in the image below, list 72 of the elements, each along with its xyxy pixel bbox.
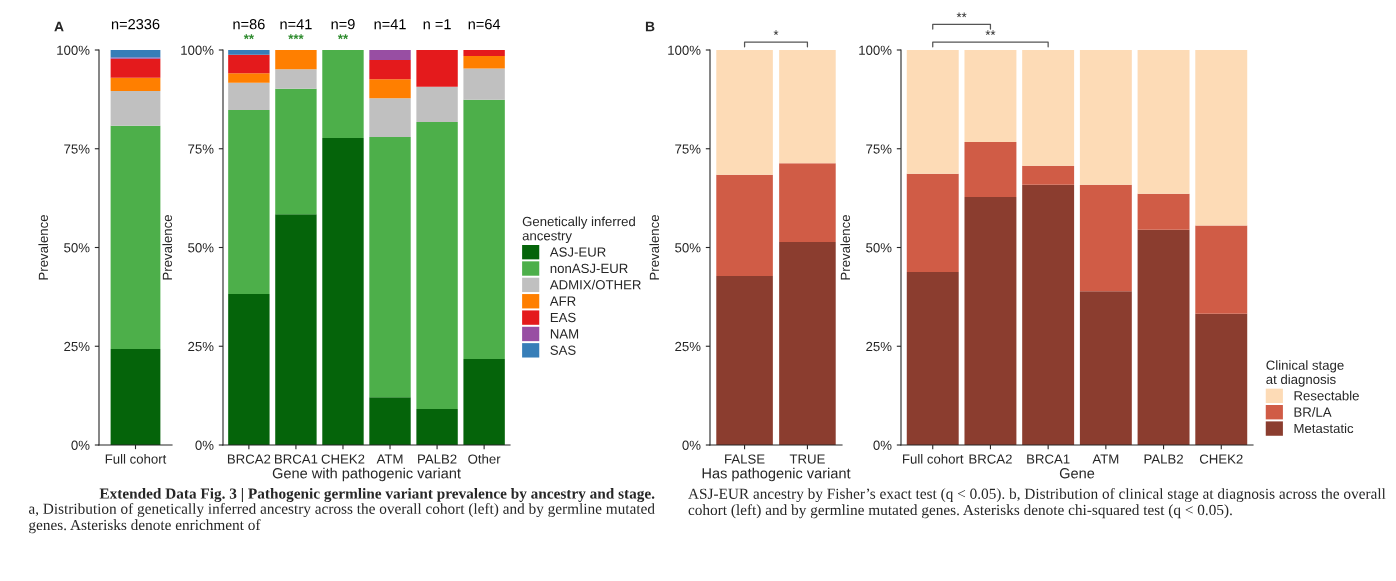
text: ** — [956, 12, 967, 18]
y-axis-title: Prevalence — [840, 215, 851, 280]
x-tick-label: Full cohort — [105, 454, 167, 464]
text: n=41 — [280, 19, 312, 30]
y-tick-label: 100% — [57, 45, 90, 55]
text: *** — [288, 34, 304, 40]
y-tick-label: 50% — [675, 243, 701, 253]
x-tick-label: CHEK2 — [321, 454, 365, 464]
legend-label: SAS — [550, 345, 576, 355]
text: n=2336 — [111, 19, 160, 30]
text: ** — [337, 34, 349, 40]
x-axis-title: Gene with pathogenic variant — [272, 467, 461, 482]
y-axis-title: Prevalence — [649, 215, 660, 280]
text: n=86 — [233, 19, 265, 30]
y-tick-label: 50% — [64, 243, 90, 253]
x-tick-label: BRCA1 — [1027, 454, 1070, 464]
legend-label: ASJ-EUR — [549, 247, 606, 257]
x-tick-label: PALB2 — [1144, 454, 1183, 464]
x-tick-label: ATM — [1092, 454, 1119, 464]
text: n=64 — [468, 19, 501, 30]
legend-title: Genetically inferred ancestry — [522, 216, 635, 243]
x-tick-label: CHEK2 — [1199, 454, 1243, 464]
text: * — [773, 30, 779, 35]
y-tick-label: 75% — [866, 144, 892, 154]
x-tick-label: Other — [468, 454, 501, 464]
text: ** — [985, 30, 996, 35]
x-axis-title: Has pathogenic variant — [702, 467, 851, 482]
y-tick-label: 100% — [859, 45, 892, 55]
text: B — [645, 21, 655, 32]
legend-label: Metastatic — [1294, 423, 1354, 434]
y-tick-label: 25% — [64, 341, 90, 352]
x-tick-label: BRCA2 — [227, 454, 271, 464]
text: A — [54, 21, 64, 32]
x-tick-label: TRUE — [789, 454, 825, 464]
legend-title: Clinical stage at diagnosis — [1266, 360, 1344, 387]
y-tick-label: 75% — [675, 144, 701, 154]
y-tick-label: 75% — [188, 144, 214, 154]
text: n=9 — [331, 19, 355, 30]
y-tick-label: 50% — [188, 243, 214, 253]
legend-label: BR/LA — [1294, 407, 1332, 417]
y-tick-label: 25% — [866, 341, 892, 352]
y-axis-title: Prevalence — [162, 215, 173, 280]
y-tick-label: 0% — [682, 440, 701, 450]
x-tick-label: PALB2 — [418, 454, 457, 464]
legend-label: NAM — [550, 329, 579, 339]
x-tick-label: BRCA1 — [275, 454, 318, 464]
x-axis-title: Gene — [1059, 468, 1095, 479]
text: n =1 — [423, 19, 451, 30]
x-tick-label: ATM — [376, 454, 403, 464]
legend-label: EAS — [550, 312, 576, 323]
legend-label: nonASJ-EUR — [550, 263, 628, 274]
legend-label: AFR — [549, 296, 576, 306]
y-tick-label: 100% — [181, 45, 214, 55]
y-tick-label: 0% — [195, 440, 214, 450]
x-tick-label: Full cohort — [903, 454, 964, 464]
text: Extended Data Fig. 3 | Pathogenic germline variant prevalence by ancestry and stage. — [99, 488, 655, 502]
y-tick-label: 25% — [188, 341, 214, 352]
y-tick-label: 100% — [668, 45, 701, 55]
x-tick-label: FALSE — [725, 454, 765, 464]
y-tick-label: 25% — [675, 341, 701, 352]
y-axis-title: Prevalence — [38, 215, 49, 280]
y-tick-label: 75% — [64, 144, 90, 154]
y-tick-label: 0% — [71, 440, 90, 450]
text: ASJ-EUR ancestry by Fisher’s exact test (q < 0.05). b, Distribution of clinical stage at diagnosis across the overall cohort (left) and by germline mutated genes. Asterisks denote chi-squared test (q < 0.05). — [688, 488, 1386, 519]
text: a, Distribution of genetically inferred ancestry across the overall cohort (left) and by germline mutated genes. Asterisks denote enrichment of — [28, 503, 655, 534]
text: ** — [243, 34, 254, 40]
legend-label: ADMIX/OTHER — [549, 279, 641, 290]
y-tick-label: 0% — [873, 440, 892, 450]
x-tick-label: BRCA2 — [969, 454, 1012, 464]
y-tick-label: 50% — [866, 243, 892, 253]
text: n=41 — [374, 19, 406, 30]
legend-label: Resectable — [1294, 390, 1359, 401]
